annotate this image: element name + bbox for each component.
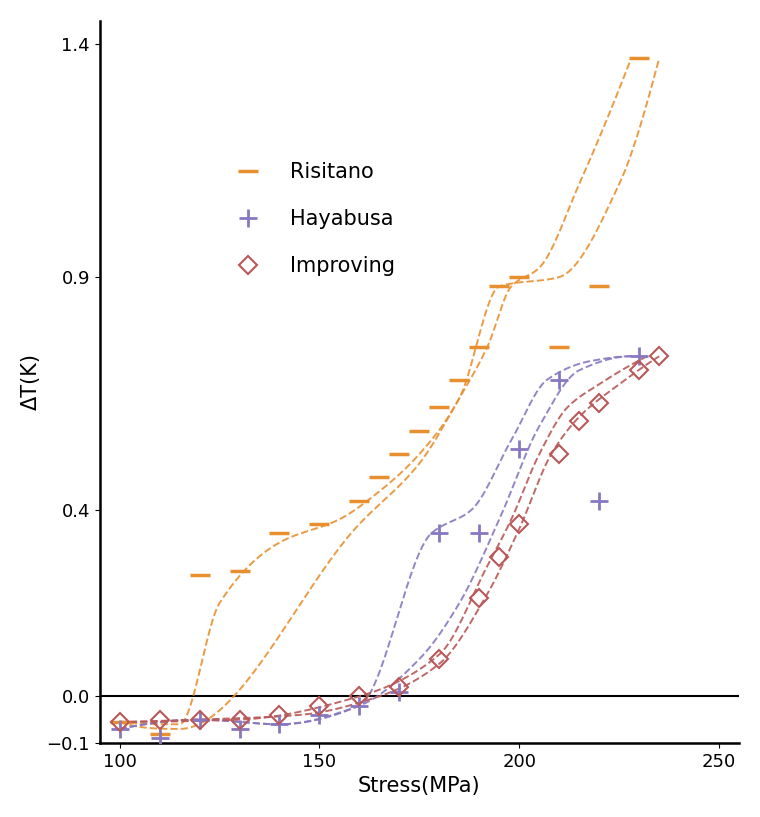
Legend: Risitano, Hayabusa, Improving: Risitano, Hayabusa, Improving [219, 154, 403, 285]
Y-axis label: ΔT(K): ΔT(K) [21, 354, 41, 410]
X-axis label: Stress(MPa): Stress(MPa) [358, 776, 481, 797]
